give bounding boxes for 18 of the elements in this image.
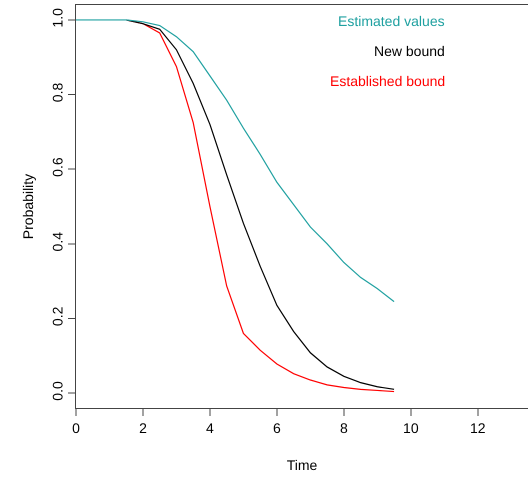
x-tick-label: 2	[139, 420, 148, 436]
y-tick-label: 0.4	[49, 232, 66, 252]
y-tick-label: 0.2	[49, 306, 66, 326]
x-tick-label: 0	[72, 420, 80, 436]
x-axis-title: Time	[286, 457, 318, 474]
y-tick-label: 0.6	[49, 157, 66, 177]
text: Established bound	[330, 73, 446, 89]
x-tick-label: 4	[206, 420, 214, 436]
x-tick-label: 10	[403, 420, 419, 436]
y-tick-label: 1.0	[49, 8, 66, 28]
text: New bound	[374, 43, 445, 59]
y-axis-title: Probability	[20, 174, 36, 240]
x-tick-label: 6	[272, 420, 281, 436]
text: Estimated values	[338, 13, 445, 29]
y-tick-label: 0.8	[49, 82, 66, 102]
x-tick-label: 12	[470, 420, 486, 436]
y-tick-label: 0.0	[49, 381, 66, 401]
x-tick-label: 8	[340, 420, 348, 436]
